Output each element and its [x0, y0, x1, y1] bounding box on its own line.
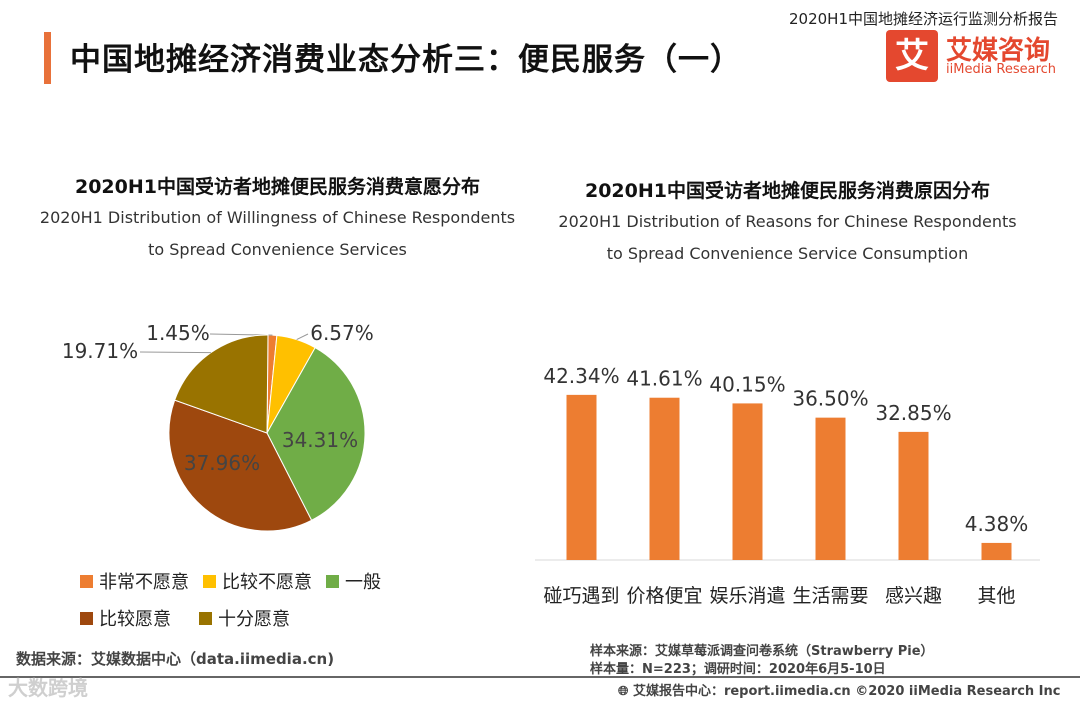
bar-chart: 42.34% 碰巧遇到 41.61% 价格便宜 40.15% 娱乐消遣 36.50% 生活需要… [535, 364, 1040, 607]
pie-data-label: 1.45% [146, 321, 210, 345]
legend-item: 比较不愿意 [203, 568, 312, 594]
pie-chart-title: 2020H1中国受访者地摊便民服务消费意愿分布 [74, 176, 480, 198]
report-center: 🌐︎ 艾媒报告中心：report.iimedia.cn ©2020 iiMedi… [618, 680, 1060, 699]
legend-item: 比较愿意 [80, 605, 171, 631]
pie-data-label: 19.71% [62, 339, 138, 363]
pie-slice-4 [174, 334, 269, 434]
pie-slice-2 [266, 346, 366, 521]
bar-value-label: 41.61% [626, 367, 702, 391]
bar-category-label: 感兴趣 [885, 585, 942, 607]
bar-category-label: 娱乐消遣 [709, 585, 785, 607]
bar-category-label: 生活需要 [792, 585, 868, 607]
bar-chart-subtitle: 2020H1 Distribution of Reasons for Chine… [530, 206, 1045, 270]
data-source: 数据来源：艾媒数据中心（data.iimedia.cn) [16, 650, 335, 668]
legend-swatch [80, 574, 93, 588]
logo-en-text: iiMedia Research [946, 62, 1057, 77]
pie-chart-subtitle: 2020H1 Distribution of Willingness of Ch… [20, 202, 535, 266]
bar-0 [566, 394, 597, 560]
pie-leader-line [296, 333, 309, 341]
watermark: 大数跨境 [8, 676, 88, 700]
pie-data-label: 6.57% [310, 321, 374, 345]
page-title: 中国地摊经济消费业态分析三：便民服务（一） [70, 42, 742, 78]
legend-swatch [203, 574, 216, 588]
legend-swatch [199, 611, 212, 625]
legend-item: 一般 [326, 568, 381, 594]
bar-category-label: 碰巧遇到 [543, 585, 619, 607]
bar-subtitle-line1: 2020H1 Distribution of Reasons for Chine… [558, 212, 1017, 231]
bar-value-label: 42.34% [543, 364, 619, 388]
pie-slice-3 [168, 399, 313, 532]
legend-swatch [80, 611, 93, 625]
bar-category-label: 其他 [977, 585, 1015, 607]
bar-chart-title: 2020H1中国受访者地摊便民服务消费原因分布 [584, 180, 990, 202]
pie-legend-row1: 非常不愿意 比较不愿意 一般 [80, 568, 381, 594]
bar-subtitle-line2: to Spread Convenience Service Consumptio… [606, 244, 969, 263]
pie-data-label: 37.96% [184, 451, 260, 475]
bar-value-label: 32.85% [875, 401, 951, 425]
legend-swatch [326, 574, 339, 588]
globe-icon: 🌐︎ [618, 684, 633, 699]
legend-label: 非常不愿意 [99, 572, 189, 593]
bar-category-label: 价格便宜 [626, 585, 702, 607]
legend-label: 比较不愿意 [222, 572, 312, 593]
sample-size: 样本量：N=223；调研时间：2020年6月5-10日 [590, 662, 886, 677]
legend-label: 一般 [345, 572, 381, 593]
bar-value-label: 4.38% [965, 512, 1029, 536]
pie-subtitle-line1: 2020H1 Distribution of Willingness of Ch… [39, 208, 516, 227]
title-accent-bar [44, 32, 51, 84]
legend-item: 十分愿意 [199, 605, 290, 631]
bar-2 [732, 403, 763, 560]
logo-cn-text: 艾媒咨询 [946, 36, 1051, 66]
pie-subtitle-line2: to Spread Convenience Services [148, 240, 407, 259]
legend-item: 非常不愿意 [80, 568, 189, 594]
legend-label: 十分愿意 [218, 609, 290, 630]
bar-4 [898, 431, 929, 560]
report-center-text: 艾媒报告中心：report.iimedia.cn ©2020 iiMedia R… [632, 684, 1061, 699]
iimedia-logo: 艾 艾媒咨询 iiMedia Research [886, 30, 1066, 86]
pie-data-label: 34.31% [282, 428, 358, 452]
bar-3 [815, 417, 846, 560]
pie-legend-row2: 比较愿意 十分愿意 [80, 605, 290, 631]
sample-source: 样本来源：艾媒草莓派调查问卷系统（Strawberry Pie） [590, 644, 934, 659]
bar-value-label: 36.50% [792, 387, 868, 411]
pie-chart: 1.45% 6.57% 34.31% 37.96% 19.71% [62, 321, 374, 532]
bar-5 [981, 542, 1012, 560]
footer-divider [0, 676, 1080, 678]
legend-label: 比较愿意 [99, 609, 171, 630]
logo-mark: 艾 [886, 30, 938, 82]
bar-1 [649, 397, 680, 560]
bar-value-label: 40.15% [709, 372, 785, 396]
report-label: 2020H1中国地摊经济运行监测分析报告 [789, 10, 1058, 28]
pie-leader-line [139, 351, 211, 354]
